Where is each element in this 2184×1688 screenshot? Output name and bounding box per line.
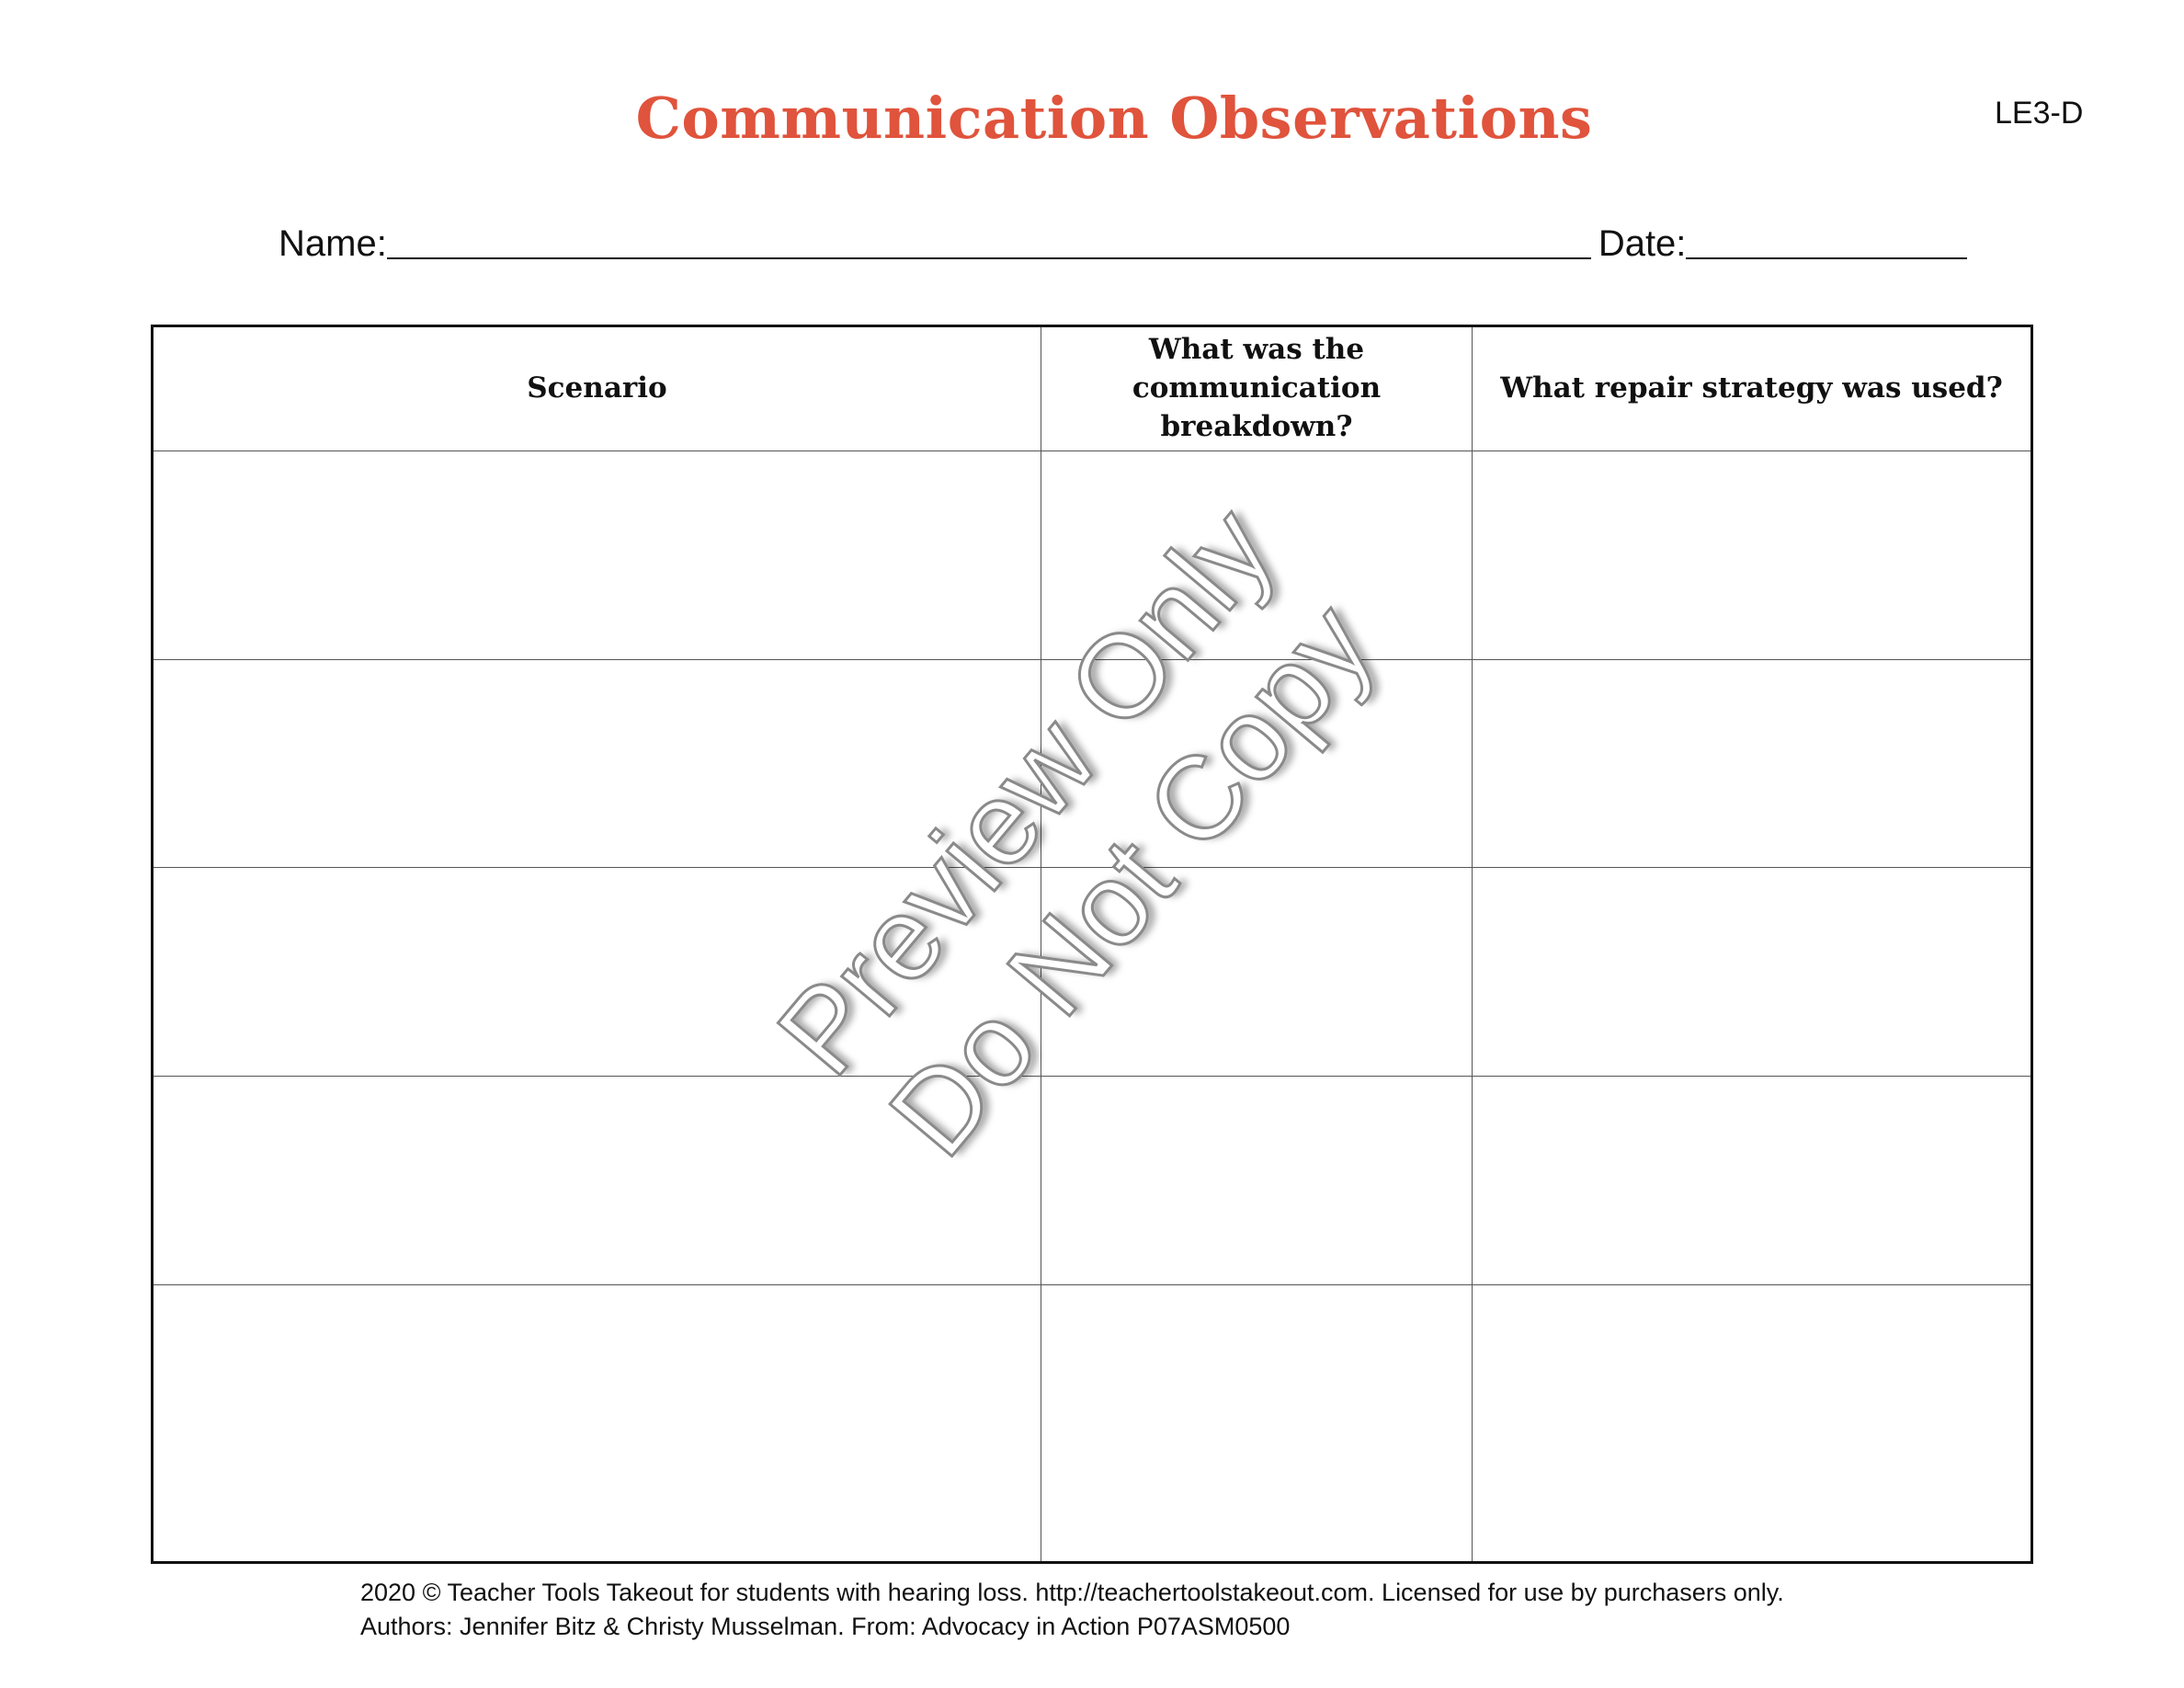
scenario-cell[interactable] <box>152 1283 1041 1564</box>
breakdown-cell[interactable] <box>1041 658 1473 869</box>
name-label: Name: <box>279 223 387 264</box>
date-field[interactable] <box>1686 221 1968 259</box>
footer-copyright: 2020 © Teacher Tools Takeout for student… <box>360 1579 1784 1606</box>
name-field[interactable] <box>386 221 1591 259</box>
breakdown-cell[interactable] <box>1041 451 1473 660</box>
strategy-cell[interactable] <box>1472 451 2032 660</box>
table-header-row: Scenario What was the communication brea… <box>152 325 2032 451</box>
breakdown-header-text: What was the communication breakdown? <box>1132 333 1382 443</box>
strategy-cell[interactable] <box>1472 1283 2032 1564</box>
breakdown-cell[interactable] <box>1041 1283 1473 1564</box>
strategy-cell[interactable] <box>1472 867 2032 1078</box>
table-row <box>152 1283 2032 1564</box>
scenario-cell[interactable] <box>152 451 1041 660</box>
table-row <box>152 867 2032 1078</box>
footer-authors: Authors: Jennifer Bitz & Christy Musselm… <box>360 1613 1291 1640</box>
breakdown-cell[interactable] <box>1041 867 1473 1078</box>
page-title: Communication Observations <box>635 85 1593 152</box>
breakdown-cell[interactable] <box>1041 1076 1473 1285</box>
strategy-cell[interactable] <box>1472 1076 2032 1285</box>
strategy-cell[interactable] <box>1472 658 2032 869</box>
worksheet-code: LE3-D <box>1995 96 2084 131</box>
column-header-repair-strategy: What repair strategy was used? <box>1472 325 2032 451</box>
date-label: Date: <box>1598 223 1687 264</box>
column-header-scenario: Scenario <box>152 325 1041 451</box>
table-row <box>152 451 2032 660</box>
column-header-breakdown: What was the communication breakdown? <box>1041 325 1473 451</box>
scenario-cell[interactable] <box>152 658 1041 869</box>
scenario-cell[interactable] <box>152 1076 1041 1285</box>
table-row <box>152 1076 2032 1285</box>
table-row <box>152 658 2032 869</box>
observation-table: Scenario What was the communication brea… <box>151 325 2033 1564</box>
footer: 2020 © Teacher Tools Takeout for student… <box>360 1576 1784 1644</box>
scenario-cell[interactable] <box>152 867 1041 1078</box>
name-date-row: Name: Date: <box>279 221 1968 265</box>
